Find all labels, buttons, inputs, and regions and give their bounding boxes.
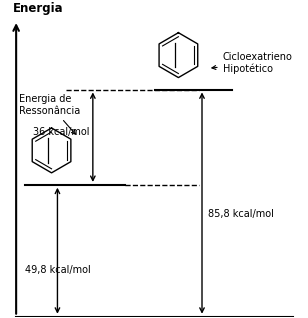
- Text: 85,8 kcal/mol: 85,8 kcal/mol: [208, 210, 274, 219]
- Text: 49,8 kcal/mol: 49,8 kcal/mol: [25, 266, 91, 275]
- Text: Energia: Energia: [13, 2, 64, 15]
- Text: 36 kcal/mol: 36 kcal/mol: [33, 127, 90, 137]
- Text: Energia de
Ressonância: Energia de Ressonância: [19, 94, 80, 134]
- Text: Cicloexatrieno
Hipotético: Cicloexatrieno Hipotético: [212, 52, 293, 74]
